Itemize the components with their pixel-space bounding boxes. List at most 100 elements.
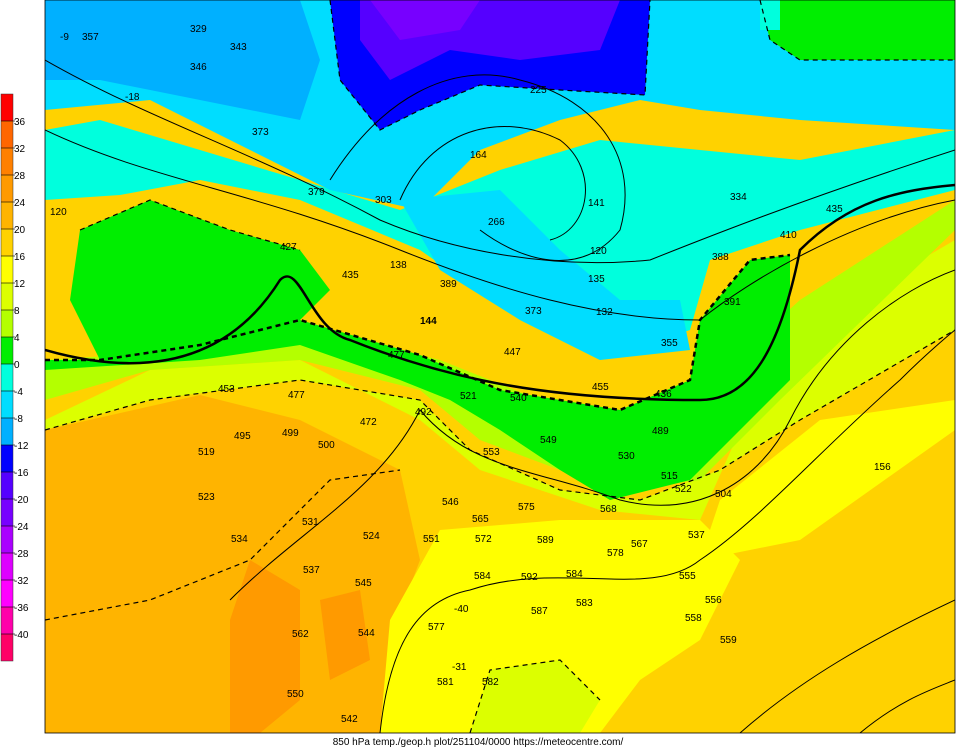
contour-line [859,679,955,733]
station-label: 565 [472,514,489,525]
contour-line [45,129,955,321]
station-label: 592 [521,572,538,583]
station-label: 499 [282,428,299,439]
colorbar-bin [1,202,13,229]
station-label: 120 [50,207,67,218]
station-label: 427 [280,242,297,253]
station-label: -40 [454,604,469,615]
station-label: 334 [730,192,747,203]
station-label: 355 [661,338,678,349]
station-label: 477 [388,350,405,361]
station-label: -31 [452,662,467,673]
station-label: 568 [600,504,617,515]
station-label: 515 [661,471,678,482]
colorbar-tick-label: -20 [14,495,29,506]
colorbar-tick-label: -36 [14,603,29,614]
station-label: 545 [355,578,372,589]
colorbar-bin [1,121,13,148]
station-label: 575 [518,502,535,513]
station-label: 537 [688,530,705,541]
colorbar-bin [1,283,13,310]
station-label: 544 [358,628,375,639]
station-label: 567 [631,539,648,550]
station-label: 562 [292,629,309,640]
station-label: 524 [363,531,380,542]
station-label: 549 [540,435,557,446]
station-label: 489 [652,426,669,437]
contour-line [329,74,626,261]
station-label: 495 [234,431,251,442]
station-label: 329 [190,24,207,35]
colorbar-tick-label: -12 [14,441,29,452]
station-label: 435 [826,204,843,215]
station-label: 546 [442,497,459,508]
station-label: 135 [588,274,605,285]
contour-line [399,126,586,241]
station-label: 572 [475,534,492,545]
station-label: 542 [341,714,358,725]
station-label: 587 [531,606,548,617]
station-label: 266 [488,217,505,228]
colorbar-bin [1,310,13,337]
station-label: 558 [685,613,702,624]
station-label: 303 [375,195,392,206]
station-label: 472 [360,417,377,428]
temp-zone-12-16 [380,520,740,733]
station-label: 138 [390,260,407,271]
temp-zone-cyan-ne [760,0,780,30]
station-label: 504 [715,489,732,500]
temperature-dashed-isotherms [45,0,955,733]
station-label: 550 [287,689,304,700]
station-label: 531 [302,517,319,528]
colorbar-bin [1,364,13,391]
station-label: 492 [415,407,432,418]
station-label: 453 [218,384,235,395]
station-label: 391 [724,297,741,308]
colorbar-tick-label: 4 [14,333,20,344]
colorbar-tick-label: -24 [14,522,29,533]
map-frame [44,0,956,734]
contour-line [45,59,955,264]
temp-zone-8-12b [470,660,600,733]
station-label: 343 [230,42,247,53]
station-label: 388 [712,252,729,263]
temp-zone-green-ne [760,0,955,60]
map-caption: 850 hPa temp./geop.h plot/251104/0000 ht… [332,737,624,748]
station-label: 225 [530,85,547,96]
temp-zone-minus12-minus8 [45,0,320,120]
station-label: 556 [705,595,722,606]
station-label: 523 [198,492,215,503]
station-label: 581 [437,677,454,688]
colorbar-tick-label: -40 [14,630,29,641]
station-label: 521 [460,391,477,402]
station-label: 144 [420,316,437,327]
colorbar-tick-label: -4 [14,387,23,398]
colorbar-tick-label: -8 [14,414,23,425]
station-label: 500 [318,440,335,451]
colorbar-tick-label: 0 [14,360,20,371]
colorbar-bin [1,418,13,445]
station-label: 346 [190,62,207,73]
station-label: 164 [470,150,487,161]
contour-line [739,599,955,733]
station-label: 379 [308,187,325,198]
colorbar-bin [1,526,13,553]
temp-zone-hot [230,560,370,733]
station-label: 120 [590,246,607,257]
station-label: 583 [576,598,593,609]
temperature-fill [45,0,955,733]
colorbar-bin [1,175,13,202]
contour-line [45,183,955,402]
station-label: 447 [504,347,521,358]
station-label: 156 [874,462,891,473]
station-label: 584 [566,569,583,580]
colorbar-tick-label: -28 [14,549,29,560]
station-labels: -9 357 329 343 346 -18 373 379 303 138 2… [50,24,891,725]
colorbar-bin [1,391,13,418]
colorbar-bin [1,499,13,526]
station-label: 534 [231,534,248,545]
station-label: 540 [510,393,527,404]
station-label: 537 [303,565,320,576]
colorbar-tick-label: 28 [14,171,26,182]
